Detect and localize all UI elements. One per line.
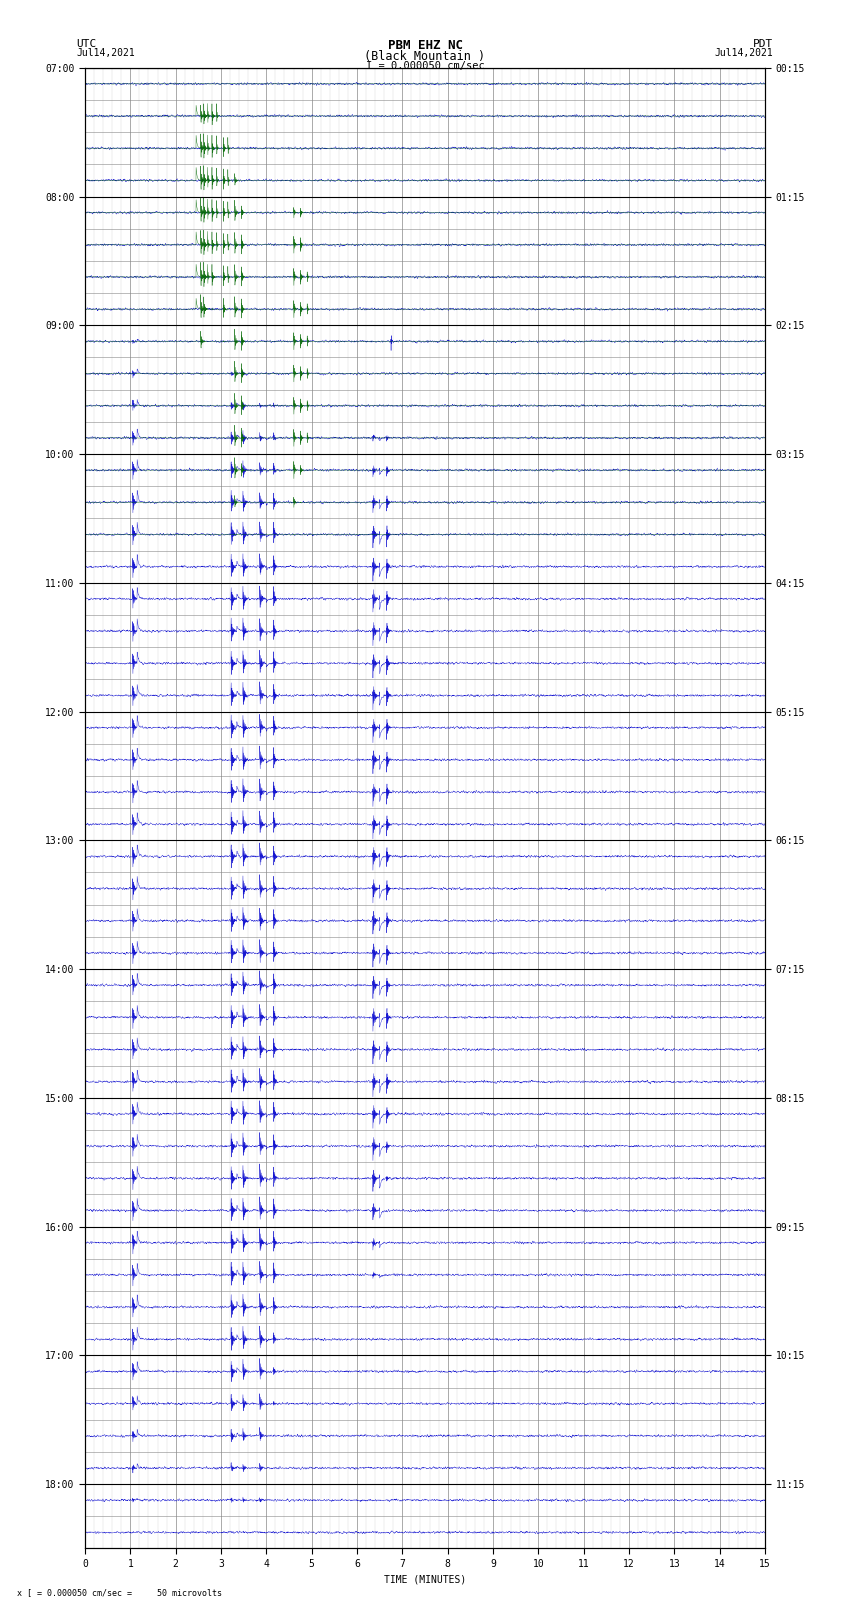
Text: PDT: PDT	[753, 39, 774, 48]
Text: Jul14,2021: Jul14,2021	[76, 48, 135, 58]
Text: I = 0.000050 cm/sec: I = 0.000050 cm/sec	[366, 61, 484, 71]
X-axis label: TIME (MINUTES): TIME (MINUTES)	[384, 1574, 466, 1584]
Text: (Black Mountain ): (Black Mountain )	[365, 50, 485, 63]
Text: UTC: UTC	[76, 39, 97, 48]
Text: Jul14,2021: Jul14,2021	[715, 48, 774, 58]
Text: PBM EHZ NC: PBM EHZ NC	[388, 39, 462, 52]
Text: x [ = 0.000050 cm/sec =     50 microvolts: x [ = 0.000050 cm/sec = 50 microvolts	[17, 1587, 222, 1597]
